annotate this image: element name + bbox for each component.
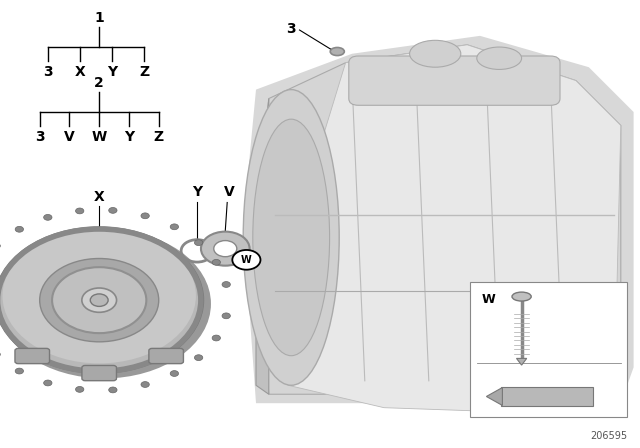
Polygon shape bbox=[256, 99, 269, 394]
FancyBboxPatch shape bbox=[82, 366, 116, 381]
Text: 3: 3 bbox=[43, 65, 53, 79]
Ellipse shape bbox=[212, 259, 220, 265]
Text: X: X bbox=[75, 65, 85, 79]
Ellipse shape bbox=[529, 292, 540, 297]
Text: V: V bbox=[64, 130, 74, 144]
Text: V: V bbox=[224, 185, 234, 199]
Text: 1: 1 bbox=[94, 11, 104, 25]
Ellipse shape bbox=[330, 47, 344, 56]
Polygon shape bbox=[516, 358, 527, 365]
Ellipse shape bbox=[141, 382, 149, 388]
Ellipse shape bbox=[0, 229, 211, 379]
Ellipse shape bbox=[141, 213, 149, 219]
Ellipse shape bbox=[195, 355, 203, 361]
FancyBboxPatch shape bbox=[349, 56, 560, 105]
Text: W: W bbox=[482, 293, 495, 306]
Text: Z: Z bbox=[557, 289, 567, 304]
Text: W: W bbox=[92, 130, 107, 144]
Ellipse shape bbox=[243, 90, 339, 385]
Ellipse shape bbox=[15, 368, 24, 374]
Ellipse shape bbox=[477, 47, 522, 69]
Ellipse shape bbox=[109, 207, 117, 213]
Text: Z: Z bbox=[139, 65, 149, 79]
Ellipse shape bbox=[253, 119, 330, 356]
Ellipse shape bbox=[170, 370, 179, 376]
Ellipse shape bbox=[222, 313, 230, 319]
Ellipse shape bbox=[512, 292, 531, 301]
Ellipse shape bbox=[76, 208, 84, 214]
Polygon shape bbox=[486, 388, 502, 405]
Ellipse shape bbox=[76, 387, 84, 392]
Polygon shape bbox=[243, 36, 634, 403]
Ellipse shape bbox=[82, 288, 116, 312]
FancyBboxPatch shape bbox=[470, 282, 627, 417]
Text: 3: 3 bbox=[35, 130, 45, 144]
Ellipse shape bbox=[40, 258, 159, 342]
Circle shape bbox=[201, 232, 250, 266]
Text: 3: 3 bbox=[286, 22, 296, 36]
Text: X: X bbox=[94, 190, 104, 204]
Text: Y: Y bbox=[124, 130, 134, 144]
Ellipse shape bbox=[410, 40, 461, 67]
Ellipse shape bbox=[195, 240, 203, 246]
Text: 2: 2 bbox=[94, 76, 104, 90]
Text: W: W bbox=[241, 255, 252, 265]
Polygon shape bbox=[269, 45, 621, 412]
Ellipse shape bbox=[44, 215, 52, 220]
Polygon shape bbox=[256, 45, 621, 394]
Ellipse shape bbox=[222, 282, 230, 288]
Text: 206595: 206595 bbox=[590, 431, 627, 441]
FancyBboxPatch shape bbox=[501, 387, 593, 406]
Text: Z: Z bbox=[154, 130, 164, 144]
FancyBboxPatch shape bbox=[15, 349, 49, 364]
Ellipse shape bbox=[44, 380, 52, 386]
Ellipse shape bbox=[170, 224, 179, 230]
Ellipse shape bbox=[15, 226, 24, 232]
FancyBboxPatch shape bbox=[149, 349, 184, 364]
Ellipse shape bbox=[52, 267, 147, 333]
Circle shape bbox=[214, 241, 237, 257]
Ellipse shape bbox=[0, 227, 204, 373]
Circle shape bbox=[232, 250, 260, 270]
Ellipse shape bbox=[90, 294, 108, 306]
Ellipse shape bbox=[212, 335, 220, 341]
Ellipse shape bbox=[3, 228, 196, 363]
Text: Y: Y bbox=[107, 65, 117, 79]
Ellipse shape bbox=[109, 387, 117, 393]
Text: Y: Y bbox=[192, 185, 202, 199]
